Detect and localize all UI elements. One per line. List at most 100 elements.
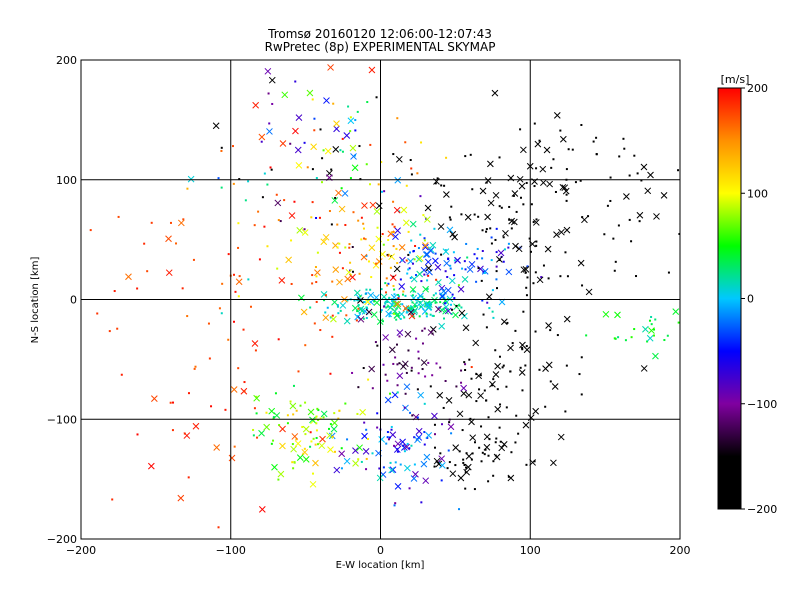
data-point-dot <box>427 361 430 364</box>
data-point-x <box>289 402 297 410</box>
data-point-dot <box>419 305 422 308</box>
data-point-x <box>228 454 236 462</box>
data-point-dot <box>349 177 352 180</box>
data-point-x <box>301 229 309 236</box>
data-point-dot <box>549 329 552 332</box>
data-point-x <box>614 311 621 319</box>
data-point-dot <box>367 437 370 440</box>
data-point-x <box>424 204 432 212</box>
data-point-dot <box>481 229 484 232</box>
data-point-dot <box>233 273 236 276</box>
data-point-x <box>391 307 399 315</box>
data-point-x <box>426 268 433 276</box>
data-point-dot <box>292 384 295 387</box>
data-point-dot <box>252 434 255 437</box>
data-point-dot <box>462 461 465 464</box>
data-point-x <box>253 394 261 402</box>
data-point-dot <box>237 222 240 225</box>
data-point-dot <box>363 237 366 240</box>
data-point-dot <box>465 242 468 245</box>
data-point-x <box>394 176 402 184</box>
data-point-dot <box>328 210 331 213</box>
data-point-dot <box>410 173 413 176</box>
data-point-x <box>527 414 535 422</box>
data-point-dot <box>274 392 277 395</box>
data-point-dot <box>510 227 513 230</box>
data-point-dot <box>414 244 417 247</box>
data-point-dot <box>411 414 414 417</box>
data-point-x <box>271 463 278 471</box>
data-point-dot <box>376 426 379 429</box>
data-point-dot <box>387 282 390 285</box>
data-point-dot <box>319 417 322 420</box>
data-point-dot <box>514 441 517 444</box>
data-point-dot <box>416 416 419 419</box>
data-point-dot <box>311 98 314 101</box>
data-point-x <box>306 89 314 97</box>
data-point-dot <box>495 251 498 254</box>
data-point-dot <box>499 403 502 406</box>
data-point-dot <box>171 429 174 432</box>
data-point-dot <box>330 168 333 171</box>
data-point-dot <box>517 432 520 435</box>
data-point-dot <box>217 526 220 529</box>
data-point-x <box>412 470 419 478</box>
data-point-dot <box>479 374 482 377</box>
data-point-x <box>150 395 158 403</box>
data-point-dot <box>388 315 391 318</box>
data-point-dot <box>291 461 294 464</box>
data-point-dot <box>636 172 639 175</box>
data-point-dot <box>423 327 426 330</box>
data-point-dot <box>580 123 583 126</box>
data-point-dot <box>609 176 612 179</box>
data-point-x <box>396 372 404 380</box>
data-point-x <box>460 390 468 397</box>
data-point-dot <box>464 155 467 158</box>
data-point-dot <box>220 186 223 189</box>
data-point-x <box>388 346 396 354</box>
data-point-dot <box>566 275 569 278</box>
data-point-x <box>393 446 401 453</box>
data-point-x <box>507 344 514 352</box>
data-point-dot <box>333 412 336 415</box>
data-point-dot <box>628 174 631 177</box>
data-point-x <box>672 308 680 315</box>
data-point-dot <box>407 349 410 352</box>
data-point-x <box>410 294 418 302</box>
data-point-dot <box>407 268 410 271</box>
data-point-x <box>351 304 359 312</box>
data-point-dot <box>96 312 99 315</box>
data-point-dot <box>424 302 427 305</box>
data-point-dot <box>440 423 443 426</box>
data-point-dot <box>356 315 359 318</box>
data-point-dot <box>478 446 481 449</box>
data-point-dot <box>667 271 670 274</box>
data-point-x <box>492 191 500 199</box>
data-point-dot <box>413 436 416 439</box>
data-point-dot <box>384 291 387 294</box>
data-point-x <box>332 146 340 153</box>
data-point-dot <box>398 362 401 365</box>
data-point-dot <box>529 250 532 253</box>
data-point-x <box>623 193 630 200</box>
data-point-dot <box>276 267 279 270</box>
grid-lines <box>81 60 680 539</box>
data-point-dot <box>389 311 392 314</box>
data-point-dot <box>393 444 396 447</box>
data-point-dot <box>376 412 379 415</box>
data-point-dot <box>397 293 400 296</box>
data-point-dot <box>384 300 387 303</box>
data-point-x <box>333 125 340 133</box>
data-point-x <box>258 133 266 141</box>
data-point-x <box>505 268 513 276</box>
data-point-dot <box>565 168 568 171</box>
data-point-x <box>263 423 271 431</box>
data-point-dot <box>232 320 235 323</box>
data-point-dot <box>355 319 358 322</box>
data-point-dot <box>524 271 527 274</box>
data-point-dot <box>552 158 555 161</box>
data-point-dot <box>485 230 488 233</box>
data-point-dot <box>473 213 476 216</box>
data-point-dot <box>638 220 641 223</box>
data-point-dot <box>666 334 669 337</box>
